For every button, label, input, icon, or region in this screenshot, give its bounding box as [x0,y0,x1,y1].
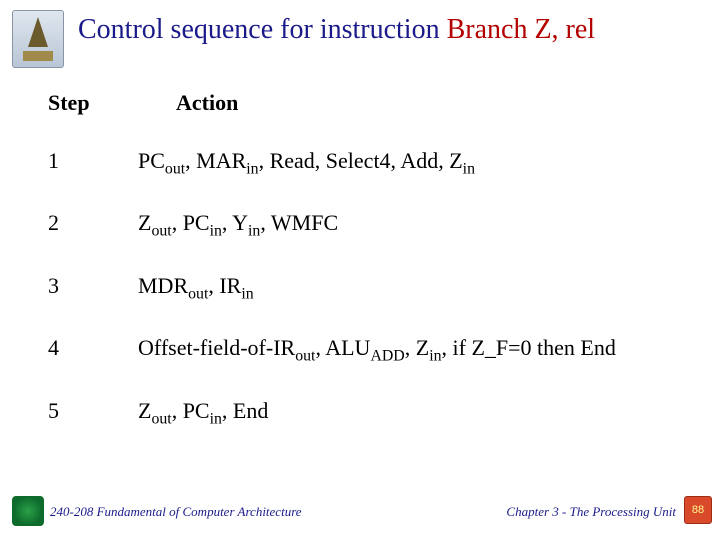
step-action: Zout, PCin, Yin, WMFC [138,210,700,236]
step-number: 5 [48,398,138,424]
footer-right-text: Chapter 3 - The Processing Unit [506,504,676,520]
step-number: 1 [48,148,138,174]
step-action: Zout, PCin, End [138,398,700,424]
table-row: 4Offset-field-of-IRout, ALUADD, Zin, if … [48,317,700,379]
step-number: 3 [48,273,138,299]
step-number: 4 [48,335,138,361]
footer-left-text: 240-208 Fundamental of Computer Architec… [50,504,302,520]
title-main: Control sequence for instruction [78,14,447,45]
table-row: 5Zout, PCin, End [48,380,700,442]
page-number: 88 [685,497,711,523]
institution-logo [12,10,64,68]
table-row: 1PCout, MARin, Read, Select4, Add, Zin [48,130,700,192]
control-sequence-table: Step Action 1PCout, MARin, Read, Select4… [48,90,700,442]
step-action: Offset-field-of-IRout, ALUADD, Zin, if Z… [138,335,700,361]
header-step: Step [48,90,138,116]
table-row: 3MDRout, IRin [48,255,700,317]
table-row: 2Zout, PCin, Yin, WMFC [48,192,700,254]
slide-footer: 240-208 Fundamental of Computer Architec… [0,498,720,526]
header-action: Action [138,90,700,116]
slide: Control sequence for instruction Branch … [0,0,720,540]
step-action: MDRout, IRin [138,273,700,299]
step-action: PCout, MARin, Read, Select4, Add, Zin [138,148,700,174]
slide-title: Control sequence for instruction Branch … [78,14,712,46]
title-accent: Branch Z, rel [447,14,596,45]
table-header-row: Step Action [48,90,700,116]
page-number-chip: 88 [684,496,712,524]
step-number: 2 [48,210,138,236]
footer-logo [12,496,44,526]
